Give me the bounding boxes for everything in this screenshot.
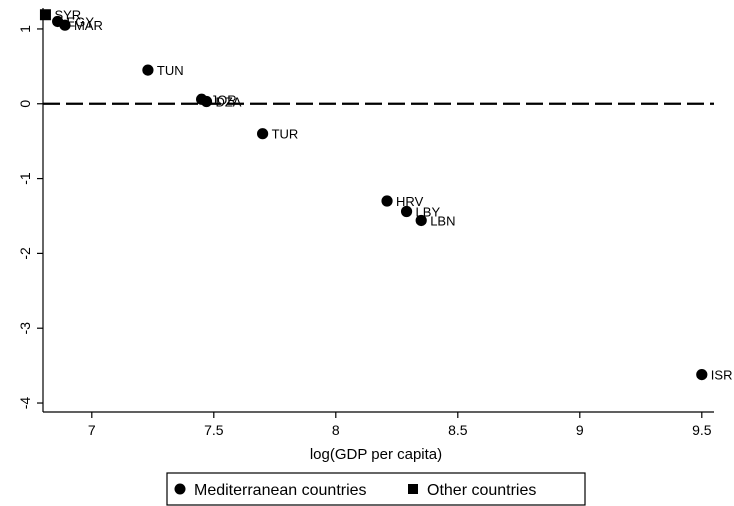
- point-label-isr: ISR: [711, 368, 733, 383]
- point-label-hrv: HRV: [396, 194, 424, 209]
- legend-label-mediterranean: Mediterranean countries: [194, 482, 367, 499]
- x-axis-title: log(GDP per capita): [310, 446, 442, 463]
- x-tick-label: 8: [332, 422, 340, 438]
- x-tick-label: 7.5: [204, 422, 224, 438]
- legend-marker-other: [408, 484, 418, 494]
- legend-box: [166, 472, 586, 506]
- point-marker-syr: [39, 9, 51, 21]
- point-marker-dza: [200, 95, 213, 108]
- point-label-lbn: LBN: [430, 213, 455, 228]
- point-marker-hrv: [381, 195, 393, 207]
- point-marker-isr: [696, 368, 708, 381]
- y-tick-label: 0: [17, 100, 33, 108]
- x-tick-label: 9.5: [692, 422, 712, 438]
- y-tick-label: -3: [17, 322, 33, 335]
- y-tick-label: -4: [17, 397, 33, 410]
- point-label-syr: SYR: [54, 8, 81, 23]
- y-tick-label: -1: [17, 172, 33, 185]
- y-tick-label: 1: [17, 25, 33, 33]
- x-tick-label: 8.5: [448, 422, 468, 438]
- point-marker-mar: [59, 19, 71, 31]
- point-label-mar: MAR: [74, 18, 103, 33]
- legend-label-other: Other countries: [427, 482, 536, 499]
- point-label-dza: DZA: [215, 95, 241, 110]
- point-label-jor: JOR: [211, 92, 237, 107]
- point-marker-lbn: [415, 214, 427, 227]
- point-marker-lby: [400, 205, 413, 218]
- legend-marker-mediterranean: [174, 483, 186, 495]
- point-label-tur: TUR: [272, 127, 299, 142]
- point-marker-tun: [142, 64, 154, 76]
- legend: Mediterranean countries Other countries: [166, 472, 586, 506]
- x-tick-label: 9: [576, 422, 584, 438]
- point-marker-tur: [257, 128, 269, 140]
- point-label-tun: TUN: [157, 63, 184, 78]
- x-tick-label: 7: [88, 422, 96, 438]
- axes: 7 7.5 8 8.5 9 9.5 -4 -3 -2 -1 0 1: [17, 8, 714, 438]
- y-tick-label: -2: [17, 247, 33, 260]
- point-label-egy: EGY: [67, 14, 95, 29]
